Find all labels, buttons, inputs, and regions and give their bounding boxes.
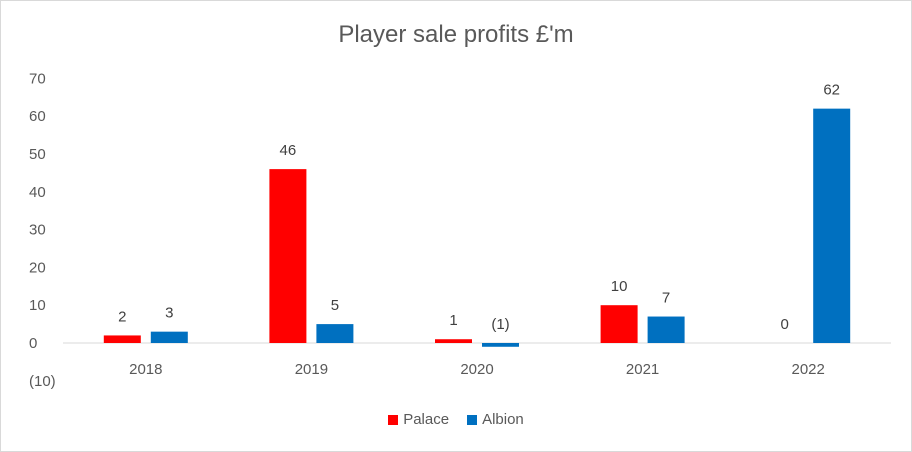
legend-swatch <box>388 414 399 425</box>
bar-palace <box>269 169 307 343</box>
data-label: 62 <box>823 82 840 99</box>
y-tick-label: 60 <box>29 108 46 125</box>
data-label: 5 <box>331 297 339 314</box>
bar-palace <box>103 335 141 343</box>
data-label: 7 <box>662 290 670 307</box>
legend-label: Albion <box>482 411 524 428</box>
y-tick-label: 50 <box>29 146 46 163</box>
data-label: 2 <box>118 308 126 325</box>
data-label: 0 <box>781 316 789 333</box>
x-tick-label: 2020 <box>460 361 493 378</box>
bar-albion <box>813 108 851 343</box>
data-label: 1 <box>449 312 457 329</box>
x-tick-label: 2021 <box>626 361 659 378</box>
y-tick-label: 70 <box>29 70 46 87</box>
bar-albion <box>482 343 519 347</box>
bar-albion <box>150 331 188 343</box>
x-tick-label: 2022 <box>792 361 825 378</box>
bar-palace <box>435 339 472 343</box>
legend-label: Palace <box>403 411 450 428</box>
y-tick-label: 0 <box>29 335 37 352</box>
data-label: 3 <box>165 305 173 322</box>
y-tick-label: 30 <box>29 222 46 239</box>
x-tick-label: 2018 <box>129 361 162 378</box>
y-tick-label: 20 <box>29 259 46 276</box>
x-tick-label: 2019 <box>295 361 328 378</box>
data-label: 46 <box>280 142 297 159</box>
bar-palace <box>600 305 638 343</box>
legend: Palace Albion <box>1 411 911 428</box>
legend-swatch <box>467 414 478 425</box>
y-tick-label: 10 <box>29 297 46 314</box>
data-label: (1) <box>491 316 509 333</box>
bar-albion <box>647 316 685 343</box>
data-label: 10 <box>611 278 628 295</box>
chart-title: Player sale profits £'m <box>338 21 574 48</box>
y-tick-label: (10) <box>29 373 56 390</box>
y-tick-label: 40 <box>29 184 46 201</box>
bar-albion <box>316 324 354 343</box>
legend-item-albion: Albion <box>467 411 524 428</box>
legend-item-palace: Palace <box>388 411 449 428</box>
